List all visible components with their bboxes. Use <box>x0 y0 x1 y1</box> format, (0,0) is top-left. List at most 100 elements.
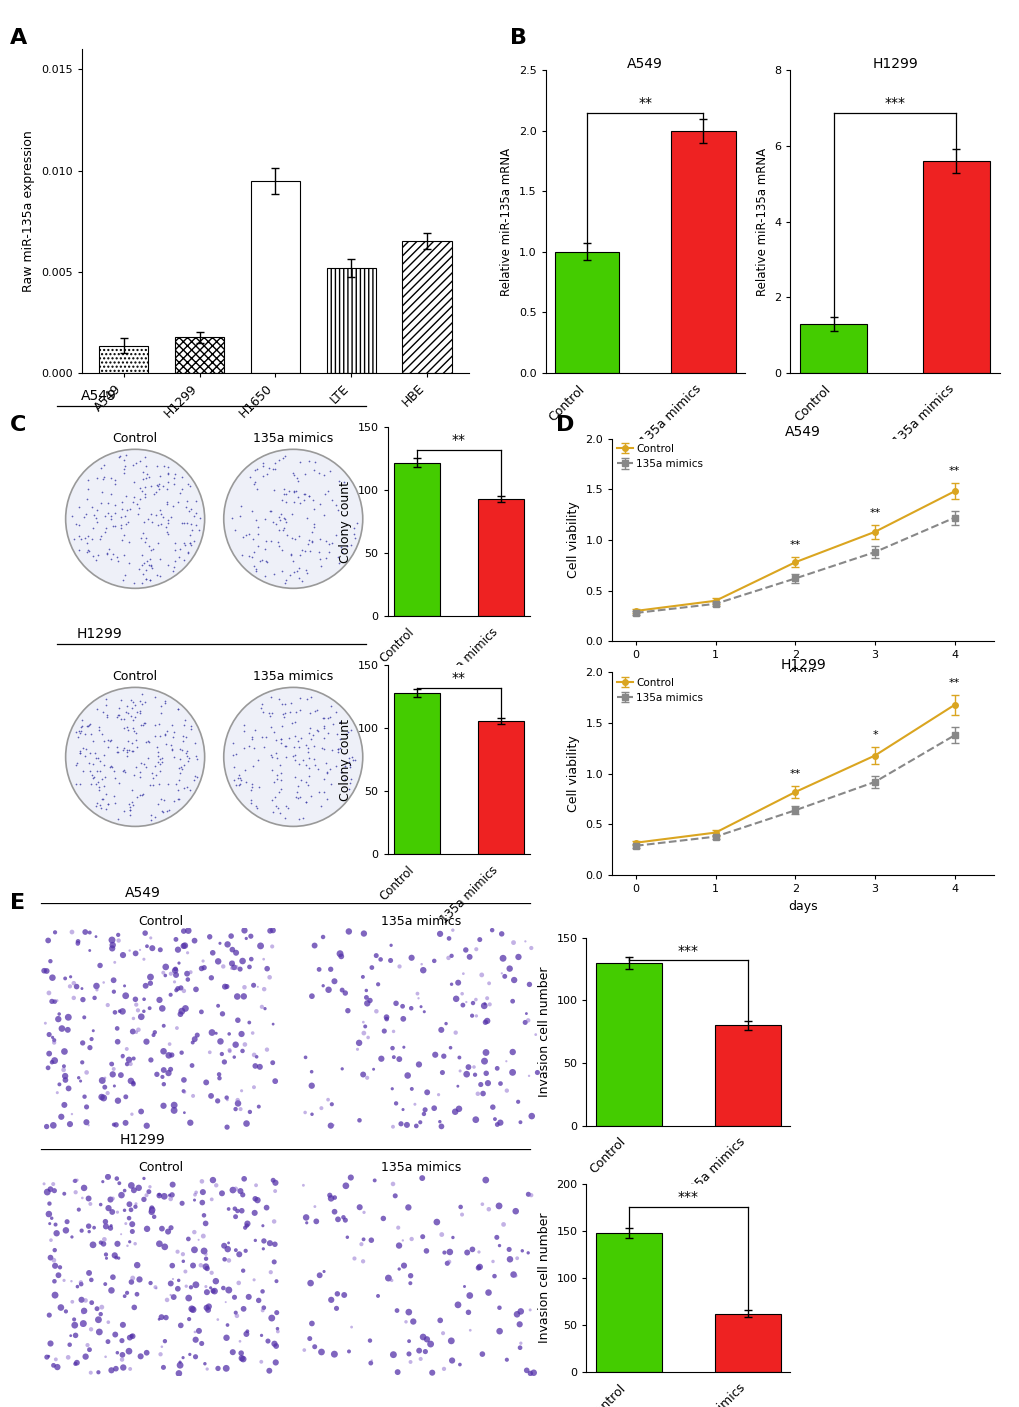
Point <box>116 454 132 477</box>
Point <box>139 1341 155 1363</box>
Point <box>523 1183 539 1206</box>
Point <box>276 508 292 530</box>
Point <box>246 556 262 578</box>
Point <box>139 568 155 591</box>
Point <box>136 511 152 533</box>
Point <box>162 507 178 529</box>
Point <box>384 1116 400 1138</box>
Point <box>458 991 474 1013</box>
Point <box>109 741 125 764</box>
Point <box>199 1296 215 1318</box>
Point <box>94 722 110 744</box>
Point <box>101 537 117 560</box>
Point <box>267 1172 283 1195</box>
Point <box>252 550 268 573</box>
Point <box>291 687 308 709</box>
Point <box>472 1074 488 1096</box>
Point <box>92 794 108 816</box>
Point <box>412 1112 428 1134</box>
Point <box>159 508 175 530</box>
Point <box>233 1079 250 1102</box>
Point <box>148 764 164 787</box>
Point <box>124 794 141 816</box>
Point <box>474 1193 490 1216</box>
Point <box>478 1062 494 1085</box>
Point <box>319 788 335 810</box>
Point <box>446 1100 463 1123</box>
Point <box>304 1075 320 1097</box>
Point <box>138 730 154 753</box>
Point <box>287 785 304 808</box>
Point <box>112 516 128 539</box>
Point <box>141 554 157 577</box>
Point <box>94 768 110 791</box>
Point <box>158 733 174 756</box>
Point <box>46 1271 62 1293</box>
Point <box>403 1265 419 1287</box>
Point <box>491 1320 507 1342</box>
Point <box>299 507 315 529</box>
Point <box>116 459 132 481</box>
Text: **: ** <box>868 508 879 518</box>
Point <box>124 718 141 740</box>
Point <box>198 1242 214 1265</box>
Point <box>159 1289 175 1311</box>
Point <box>143 539 159 561</box>
Point <box>210 1358 226 1380</box>
Point <box>271 781 287 803</box>
Point <box>277 746 293 768</box>
Point <box>104 756 120 778</box>
Point <box>234 950 251 972</box>
Point <box>110 808 126 830</box>
Y-axis label: Cell viability: Cell viability <box>567 501 579 578</box>
Point <box>108 546 124 568</box>
Point <box>246 1076 262 1099</box>
Point <box>313 795 329 817</box>
Point <box>187 1328 204 1351</box>
Point <box>323 739 339 761</box>
Point <box>92 750 108 772</box>
Point <box>243 789 259 812</box>
Point <box>250 535 266 557</box>
Point <box>56 1269 72 1292</box>
Point <box>517 930 533 953</box>
Point <box>107 515 123 537</box>
Point <box>504 1061 521 1083</box>
Point <box>150 750 166 772</box>
Point <box>128 1021 145 1044</box>
Point <box>248 560 264 582</box>
Point <box>139 526 155 549</box>
Point <box>255 452 271 474</box>
Point <box>156 1058 172 1081</box>
Point <box>166 1093 182 1116</box>
Point <box>270 449 286 471</box>
Point <box>88 746 104 768</box>
Point <box>58 1300 74 1323</box>
Point <box>165 1286 181 1309</box>
Point <box>236 1033 253 1055</box>
Point <box>157 1235 173 1258</box>
Point <box>266 1210 282 1233</box>
Point <box>181 1344 198 1366</box>
Point <box>475 1082 491 1104</box>
Point <box>315 781 331 803</box>
Point <box>373 1047 389 1069</box>
Point <box>90 747 106 770</box>
Point <box>166 1099 182 1121</box>
Point <box>133 784 150 806</box>
Point <box>117 1086 133 1109</box>
Point <box>169 698 185 720</box>
Point <box>248 1173 264 1196</box>
Point <box>104 937 120 960</box>
Point <box>255 466 271 488</box>
Point <box>474 1342 490 1365</box>
Point <box>464 1005 480 1027</box>
Point <box>231 1242 248 1265</box>
Point <box>75 1313 92 1335</box>
Point <box>111 1172 127 1195</box>
Point <box>468 988 484 1010</box>
Point <box>306 512 322 535</box>
Point <box>111 446 127 469</box>
Point <box>352 1196 368 1218</box>
Point <box>233 1023 250 1045</box>
